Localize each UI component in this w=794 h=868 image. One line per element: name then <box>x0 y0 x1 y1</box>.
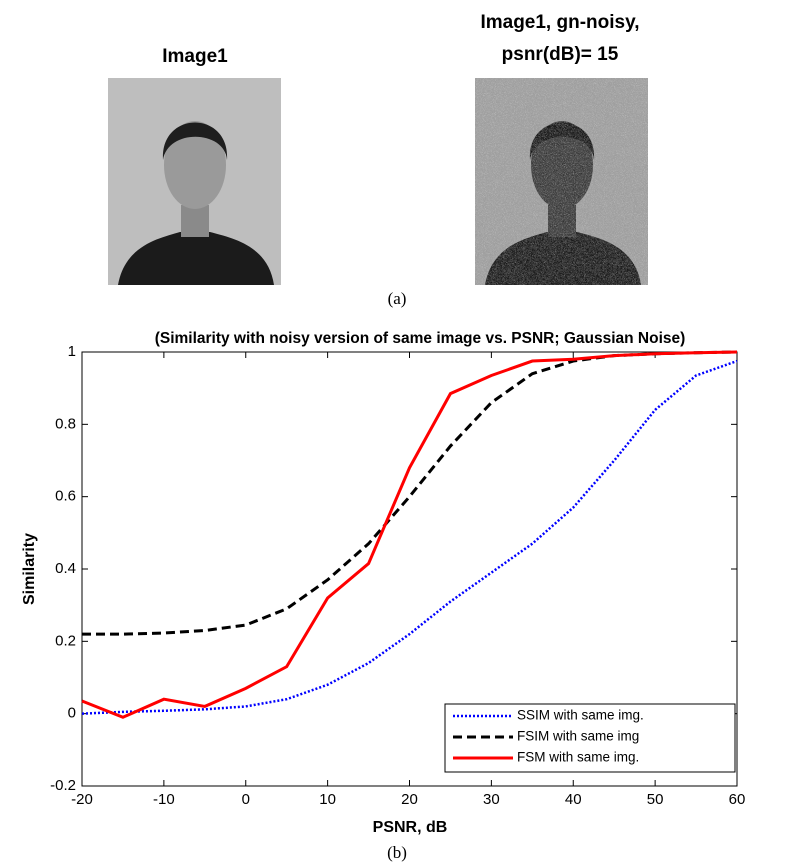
y-axis-label: Similarity <box>21 533 38 605</box>
y-tick-label: -0.2 <box>50 777 76 794</box>
legend-label: SSIM with same img. <box>517 708 644 723</box>
y-tick-label: 0 <box>68 705 76 722</box>
chart-title: (Similarity with noisy version of same i… <box>155 330 686 347</box>
x-tick-label: -20 <box>71 791 93 808</box>
x-tick-label: 0 <box>242 791 250 808</box>
y-tick-label: 1 <box>68 343 76 360</box>
line-series <box>81 350 738 719</box>
x-tick-label: 60 <box>729 791 746 808</box>
legend-label: FSIM with same img <box>517 729 639 744</box>
noisy-photo <box>475 78 648 285</box>
x-tick-label: 40 <box>565 791 582 808</box>
x-tick-label: 30 <box>483 791 500 808</box>
line-series <box>82 350 738 636</box>
y-tick-label: 0.8 <box>55 415 76 432</box>
image-title: Image1, gn-noisy, <box>480 12 639 33</box>
y-tick-label: 0.2 <box>55 632 76 649</box>
image-title: psnr(dB)= 15 <box>502 44 619 65</box>
image-title: Image1 <box>162 46 228 67</box>
caption: (b) <box>387 843 407 862</box>
photo <box>108 78 281 285</box>
y-tick-label: 0.6 <box>55 488 76 505</box>
caption: (a) <box>388 289 407 308</box>
x-tick-label: 10 <box>319 791 336 808</box>
x-tick-label: 20 <box>401 791 418 808</box>
x-axis-label: PSNR, dB <box>373 819 448 836</box>
y-tick-label: 0.4 <box>55 560 76 577</box>
line-series <box>81 359 738 715</box>
x-tick-label: 50 <box>647 791 664 808</box>
x-tick-label: -10 <box>153 791 175 808</box>
legend-label: FSM with same img. <box>517 750 639 765</box>
